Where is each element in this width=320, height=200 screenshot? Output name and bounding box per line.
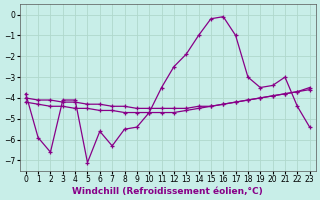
X-axis label: Windchill (Refroidissement éolien,°C): Windchill (Refroidissement éolien,°C): [72, 187, 263, 196]
